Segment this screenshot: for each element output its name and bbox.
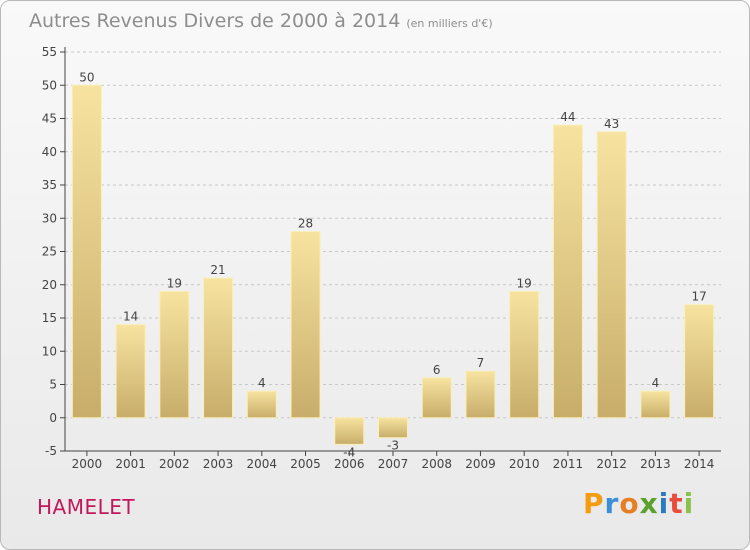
x-tick-label: 2006 <box>334 457 365 471</box>
proxiti-logo: Proxiti <box>583 487 694 520</box>
bar <box>552 124 583 419</box>
data-label: 6 <box>433 363 441 377</box>
bar <box>334 417 365 445</box>
x-tick-label: 2003 <box>203 457 234 471</box>
data-label: 21 <box>210 263 225 277</box>
bar <box>421 377 452 419</box>
data-label: 44 <box>560 110 575 124</box>
data-label: 4 <box>258 376 266 390</box>
x-tick-label: 2002 <box>159 457 190 471</box>
chart-title-unit: (en milliers d'€) <box>406 17 493 30</box>
y-tick-label: 20 <box>42 278 57 292</box>
bars <box>71 84 715 445</box>
logo-letter: P <box>583 487 605 520</box>
data-label: -3 <box>387 439 399 453</box>
bar <box>290 231 321 419</box>
bar <box>378 417 408 439</box>
bar <box>509 290 540 419</box>
x-tick-label: 2000 <box>72 457 103 471</box>
x-tick-label: 2014 <box>684 457 715 471</box>
commune-name: HAMELET <box>37 495 136 519</box>
y-tick-label: 45 <box>42 112 57 126</box>
logo-letter: x <box>639 487 659 520</box>
y-tick-label: 10 <box>42 344 57 358</box>
chart-title-main: Autres Revenus Divers de 2000 à 2014 <box>29 10 401 32</box>
y-tick-label: 55 <box>42 45 57 59</box>
bar <box>684 304 715 419</box>
y-tick-label: 25 <box>42 245 57 259</box>
data-labels: 50 14 19 21 4 28 -4 -3 6 7 19 44 43 4 17 <box>79 70 707 459</box>
x-tick-label: 2007 <box>378 457 409 471</box>
axes: -5 0 5 10 15 20 25 30 35 40 45 50 55 2000 2001 2002 2003… <box>42 45 721 471</box>
x-tick-label: 2011 <box>553 457 584 471</box>
data-label: 19 <box>167 276 182 290</box>
x-tick-label: 2004 <box>247 457 278 471</box>
logo-letter: r <box>604 487 620 520</box>
y-tick-label: 0 <box>49 411 57 425</box>
x-tick-label: 2010 <box>509 457 540 471</box>
data-label: 19 <box>517 276 532 290</box>
y-tick-label: 40 <box>42 145 57 159</box>
logo-letter: o <box>619 487 640 520</box>
bar <box>203 277 234 419</box>
bar <box>159 290 190 419</box>
data-label: 4 <box>652 376 660 390</box>
y-tick-label: 15 <box>42 311 57 325</box>
logo-letter: i <box>658 487 670 520</box>
bar <box>465 370 496 419</box>
data-label: 43 <box>604 117 619 131</box>
logo-letter: t <box>669 487 684 520</box>
bar <box>246 390 277 419</box>
bar <box>71 84 102 419</box>
data-label: 50 <box>79 70 94 84</box>
data-label: 28 <box>298 217 313 231</box>
x-tick-label: 2001 <box>115 457 146 471</box>
y-tick-label: -5 <box>45 444 57 458</box>
y-tick-label: 30 <box>42 211 57 225</box>
bar <box>640 390 671 419</box>
data-label: 17 <box>691 290 706 304</box>
y-tick-label: 35 <box>42 178 57 192</box>
y-tick-label: 5 <box>49 378 57 392</box>
x-tick-label: 2012 <box>596 457 627 471</box>
x-tick-label: 2013 <box>640 457 671 471</box>
x-tick-label: 2005 <box>290 457 321 471</box>
y-tick-label: 50 <box>42 78 57 92</box>
data-label: 7 <box>477 356 485 370</box>
chart-title: Autres Revenus Divers de 2000 à 2014 (en … <box>29 10 493 32</box>
logo-letter: i <box>683 487 695 520</box>
x-tick-label: 2009 <box>465 457 496 471</box>
data-label: 14 <box>123 310 138 324</box>
bar <box>115 324 146 419</box>
x-tick-label: 2008 <box>421 457 452 471</box>
bar <box>596 131 627 419</box>
data-label: -4 <box>343 445 355 459</box>
